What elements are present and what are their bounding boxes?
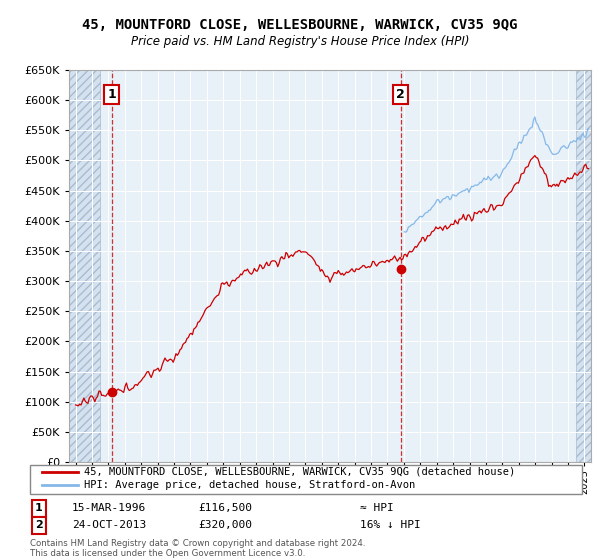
Text: 1: 1 bbox=[35, 503, 43, 514]
Bar bbox=[69, 70, 100, 462]
Text: ≈ HPI: ≈ HPI bbox=[360, 503, 394, 514]
Text: Contains HM Land Registry data © Crown copyright and database right 2024.
This d: Contains HM Land Registry data © Crown c… bbox=[30, 539, 365, 558]
Text: 2: 2 bbox=[35, 520, 43, 530]
Text: 1: 1 bbox=[107, 87, 116, 101]
Text: Price paid vs. HM Land Registry's House Price Index (HPI): Price paid vs. HM Land Registry's House … bbox=[131, 35, 469, 48]
Text: HPI: Average price, detached house, Stratford-on-Avon: HPI: Average price, detached house, Stra… bbox=[84, 480, 415, 490]
Text: 15-MAR-1996: 15-MAR-1996 bbox=[72, 503, 146, 514]
Text: 2: 2 bbox=[397, 87, 405, 101]
Text: 45, MOUNTFORD CLOSE, WELLESBOURNE, WARWICK, CV35 9QG (detached house): 45, MOUNTFORD CLOSE, WELLESBOURNE, WARWI… bbox=[84, 466, 515, 477]
Text: 24-OCT-2013: 24-OCT-2013 bbox=[72, 520, 146, 530]
Text: 16% ↓ HPI: 16% ↓ HPI bbox=[360, 520, 421, 530]
Text: 45, MOUNTFORD CLOSE, WELLESBOURNE, WARWICK, CV35 9QG: 45, MOUNTFORD CLOSE, WELLESBOURNE, WARWI… bbox=[82, 18, 518, 32]
Bar bbox=[576, 70, 591, 462]
Text: £320,000: £320,000 bbox=[198, 520, 252, 530]
Text: £116,500: £116,500 bbox=[198, 503, 252, 514]
